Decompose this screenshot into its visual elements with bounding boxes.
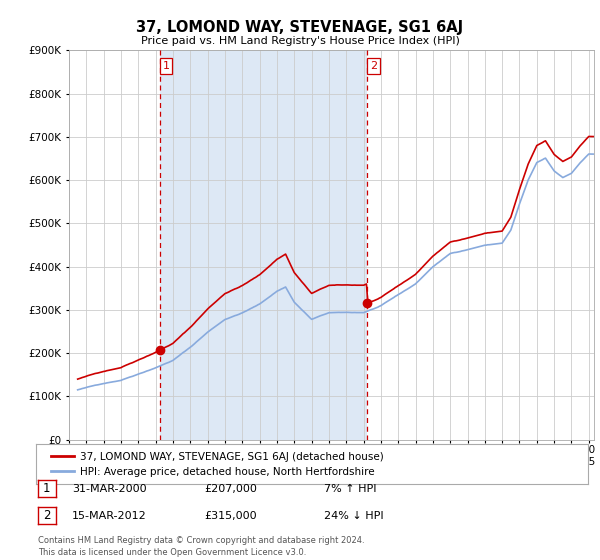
Text: 2: 2 bbox=[370, 61, 377, 71]
Bar bbox=[160, 50, 367, 440]
Text: 24% ↓ HPI: 24% ↓ HPI bbox=[324, 511, 383, 521]
Text: 1: 1 bbox=[163, 61, 170, 71]
Legend: 37, LOMOND WAY, STEVENAGE, SG1 6AJ (detached house), HPI: Average price, detache: 37, LOMOND WAY, STEVENAGE, SG1 6AJ (deta… bbox=[47, 447, 388, 481]
Text: 1: 1 bbox=[43, 482, 50, 496]
Text: 37, LOMOND WAY, STEVENAGE, SG1 6AJ: 37, LOMOND WAY, STEVENAGE, SG1 6AJ bbox=[136, 20, 464, 35]
Text: £207,000: £207,000 bbox=[204, 484, 257, 494]
Text: 15-MAR-2012: 15-MAR-2012 bbox=[72, 511, 147, 521]
Text: Price paid vs. HM Land Registry's House Price Index (HPI): Price paid vs. HM Land Registry's House … bbox=[140, 36, 460, 46]
Text: Contains HM Land Registry data © Crown copyright and database right 2024.
This d: Contains HM Land Registry data © Crown c… bbox=[38, 536, 364, 557]
Text: 2: 2 bbox=[43, 509, 50, 522]
Text: 7% ↑ HPI: 7% ↑ HPI bbox=[324, 484, 377, 494]
Text: 31-MAR-2000: 31-MAR-2000 bbox=[72, 484, 146, 494]
Text: £315,000: £315,000 bbox=[204, 511, 257, 521]
